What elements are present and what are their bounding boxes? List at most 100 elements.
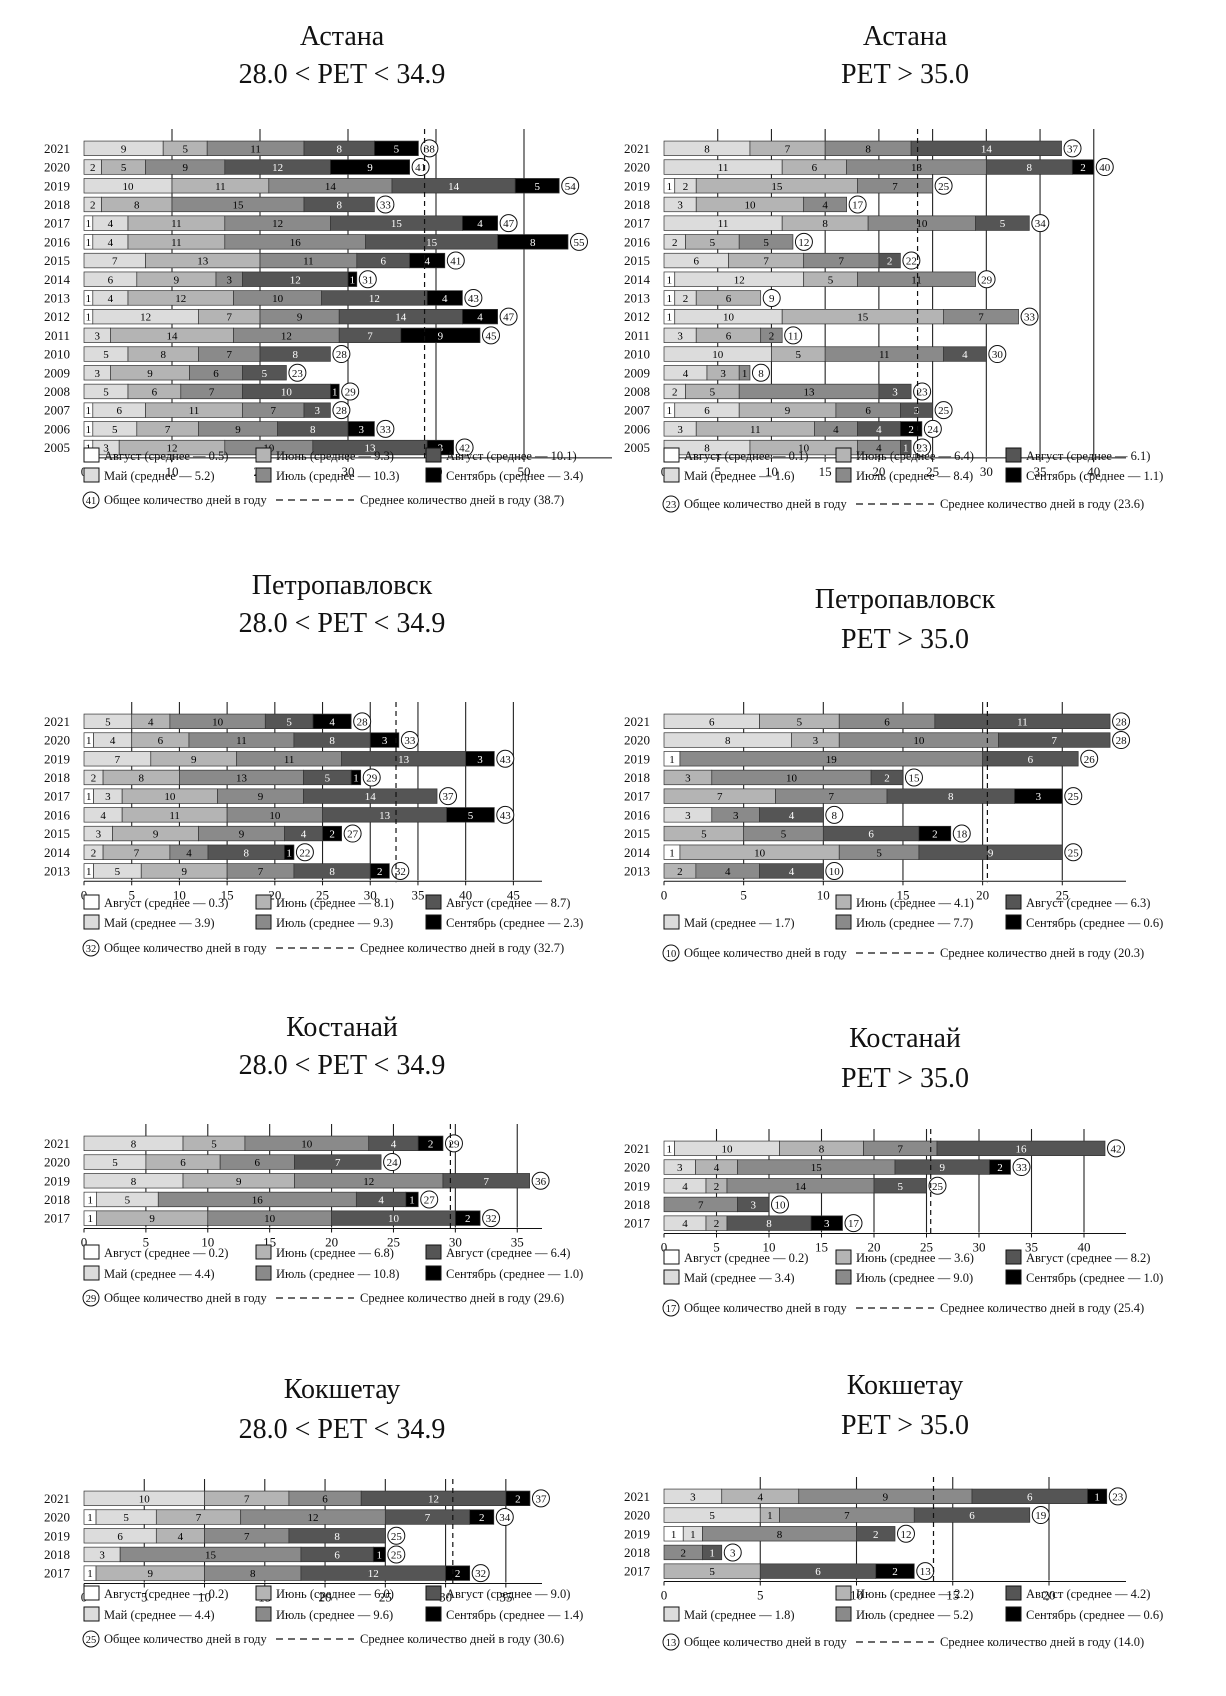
legend-label: Июль (среднее — 5.2) bbox=[856, 1608, 973, 1622]
bar-segment bbox=[737, 1196, 770, 1213]
bar-segment bbox=[1087, 1488, 1108, 1504]
bar-segment bbox=[910, 140, 1062, 156]
bar-segment bbox=[242, 365, 287, 381]
bar-segment bbox=[303, 402, 331, 418]
x-tick-label: 35 bbox=[1034, 464, 1047, 479]
segment-value-label: 9 bbox=[940, 1162, 946, 1174]
total-label: 25 bbox=[391, 1531, 403, 1543]
legend-swatch bbox=[663, 1606, 680, 1622]
segment-value-label: 1 bbox=[667, 181, 673, 193]
total-circle bbox=[387, 1526, 406, 1545]
segment-value-label: 3 bbox=[1036, 791, 1042, 803]
total-label: 47 bbox=[503, 218, 515, 230]
total-circle bbox=[988, 345, 1007, 364]
total-label: 26 bbox=[1084, 754, 1096, 766]
segment-value-label: 9 bbox=[785, 405, 791, 417]
chart-title-line: 28.0 < PET < 34.9 bbox=[239, 1414, 446, 1445]
bar-segment bbox=[409, 252, 446, 269]
legend-label: Август (среднее — 0.2) bbox=[684, 1251, 808, 1265]
segment-value-label: 2 bbox=[681, 1547, 687, 1559]
total-circle bbox=[762, 288, 781, 307]
legend-swatch bbox=[83, 914, 100, 930]
segment-value-label: 3 bbox=[892, 386, 898, 398]
segment-value-label: 7 bbox=[209, 386, 215, 398]
year-label: 2014 bbox=[44, 272, 71, 287]
total-label: 32 bbox=[395, 866, 406, 878]
year-label: 2005 bbox=[624, 440, 650, 455]
segment-value-label: 1 bbox=[350, 274, 356, 286]
legend-label: Июль (среднее — 7.7) bbox=[856, 916, 973, 930]
bar-segment bbox=[913, 1507, 1031, 1523]
segment-value-label: 13 bbox=[365, 443, 377, 455]
segment-value-label: 11 bbox=[189, 405, 200, 417]
bar-segment bbox=[505, 1490, 531, 1506]
total-label: 25 bbox=[938, 181, 950, 193]
segment-value-label: 5 bbox=[211, 1138, 217, 1150]
segment-value-label: 4 bbox=[876, 424, 882, 436]
total-label: 25 bbox=[1068, 847, 1080, 859]
segment-value-label: 10 bbox=[281, 386, 293, 398]
segment-value-label: 11 bbox=[911, 274, 922, 286]
segment-value-label: 1 bbox=[671, 1529, 677, 1541]
total-circle bbox=[362, 768, 381, 787]
segment-value-label: 2 bbox=[377, 866, 383, 878]
chart-title-line: 28.0 < PET < 34.9 bbox=[239, 59, 446, 90]
segment-value-label: 6 bbox=[726, 330, 732, 342]
segment-value-label: 2 bbox=[932, 829, 938, 841]
bar-segment bbox=[405, 1191, 419, 1208]
segment-value-label: 9 bbox=[148, 1568, 154, 1580]
segment-value-label: 14 bbox=[395, 312, 407, 324]
year-label: 2021 bbox=[44, 141, 70, 156]
segment-value-label: 5 bbox=[797, 716, 803, 728]
segment-value-label: 5 bbox=[763, 237, 769, 249]
year-label: 2021 bbox=[624, 714, 650, 729]
bar-segment bbox=[469, 1509, 495, 1525]
segment-value-label: 2 bbox=[329, 829, 335, 841]
legend-label: Сентябрь (среднее — 1.4) bbox=[446, 1608, 583, 1622]
total-label: 36 bbox=[535, 1176, 547, 1188]
segment-value-label: 7 bbox=[115, 754, 121, 766]
segment-value-label: 5 bbox=[112, 424, 118, 436]
total-circle bbox=[1080, 749, 1099, 768]
segment-value-label: 9 bbox=[191, 754, 197, 766]
total-circle bbox=[913, 438, 932, 457]
year-label: 2011 bbox=[44, 328, 70, 343]
total-circle bbox=[482, 326, 500, 345]
legend-label: Сентябрь (среднее — 1.1) bbox=[1026, 469, 1163, 483]
total-circle bbox=[353, 712, 372, 731]
legend-swatch bbox=[1005, 467, 1022, 483]
bar-segment bbox=[695, 290, 762, 306]
year-label: 2017 bbox=[624, 789, 651, 804]
total-circle bbox=[1012, 1158, 1031, 1177]
bar-segment bbox=[1014, 788, 1063, 804]
bar-segment bbox=[702, 1544, 723, 1561]
total-circle bbox=[934, 401, 953, 420]
total-circle bbox=[455, 438, 474, 457]
bar-segment bbox=[312, 713, 352, 729]
note-circle-number: 25 bbox=[86, 1635, 97, 1646]
bar-segment bbox=[803, 196, 848, 213]
segment-value-label: 8 bbox=[336, 143, 342, 155]
segment-value-label: 2 bbox=[714, 1181, 720, 1193]
segment-value-label: 10 bbox=[388, 1213, 400, 1225]
segment-value-label: 1 bbox=[669, 847, 675, 859]
total-circle bbox=[376, 195, 395, 214]
segment-value-label: 8 bbox=[329, 735, 335, 747]
x-tick-label: 25 bbox=[920, 1240, 933, 1255]
legend-label: Сентябрь (среднее — 1.0) bbox=[446, 1267, 583, 1281]
segment-value-label: 8 bbox=[243, 847, 249, 859]
bar-segment bbox=[857, 178, 933, 194]
segment-value-label: 1 bbox=[86, 405, 92, 417]
segment-value-label: 2 bbox=[1080, 162, 1086, 174]
segment-value-label: 1 bbox=[86, 293, 92, 305]
segment-value-label: 4 bbox=[833, 424, 839, 436]
note-mean-label: Среднее количество дней в году (32.7) bbox=[360, 941, 564, 955]
segment-value-label: 9 bbox=[174, 274, 180, 286]
bar-segment bbox=[462, 309, 498, 325]
legend-swatch bbox=[425, 447, 442, 463]
total-label: 8 bbox=[758, 368, 764, 380]
segment-value-label: 3 bbox=[94, 368, 100, 380]
segment-value-label: 1 bbox=[742, 368, 748, 380]
segment-value-label: 5 bbox=[534, 181, 540, 193]
segment-value-label: 4 bbox=[962, 349, 968, 361]
